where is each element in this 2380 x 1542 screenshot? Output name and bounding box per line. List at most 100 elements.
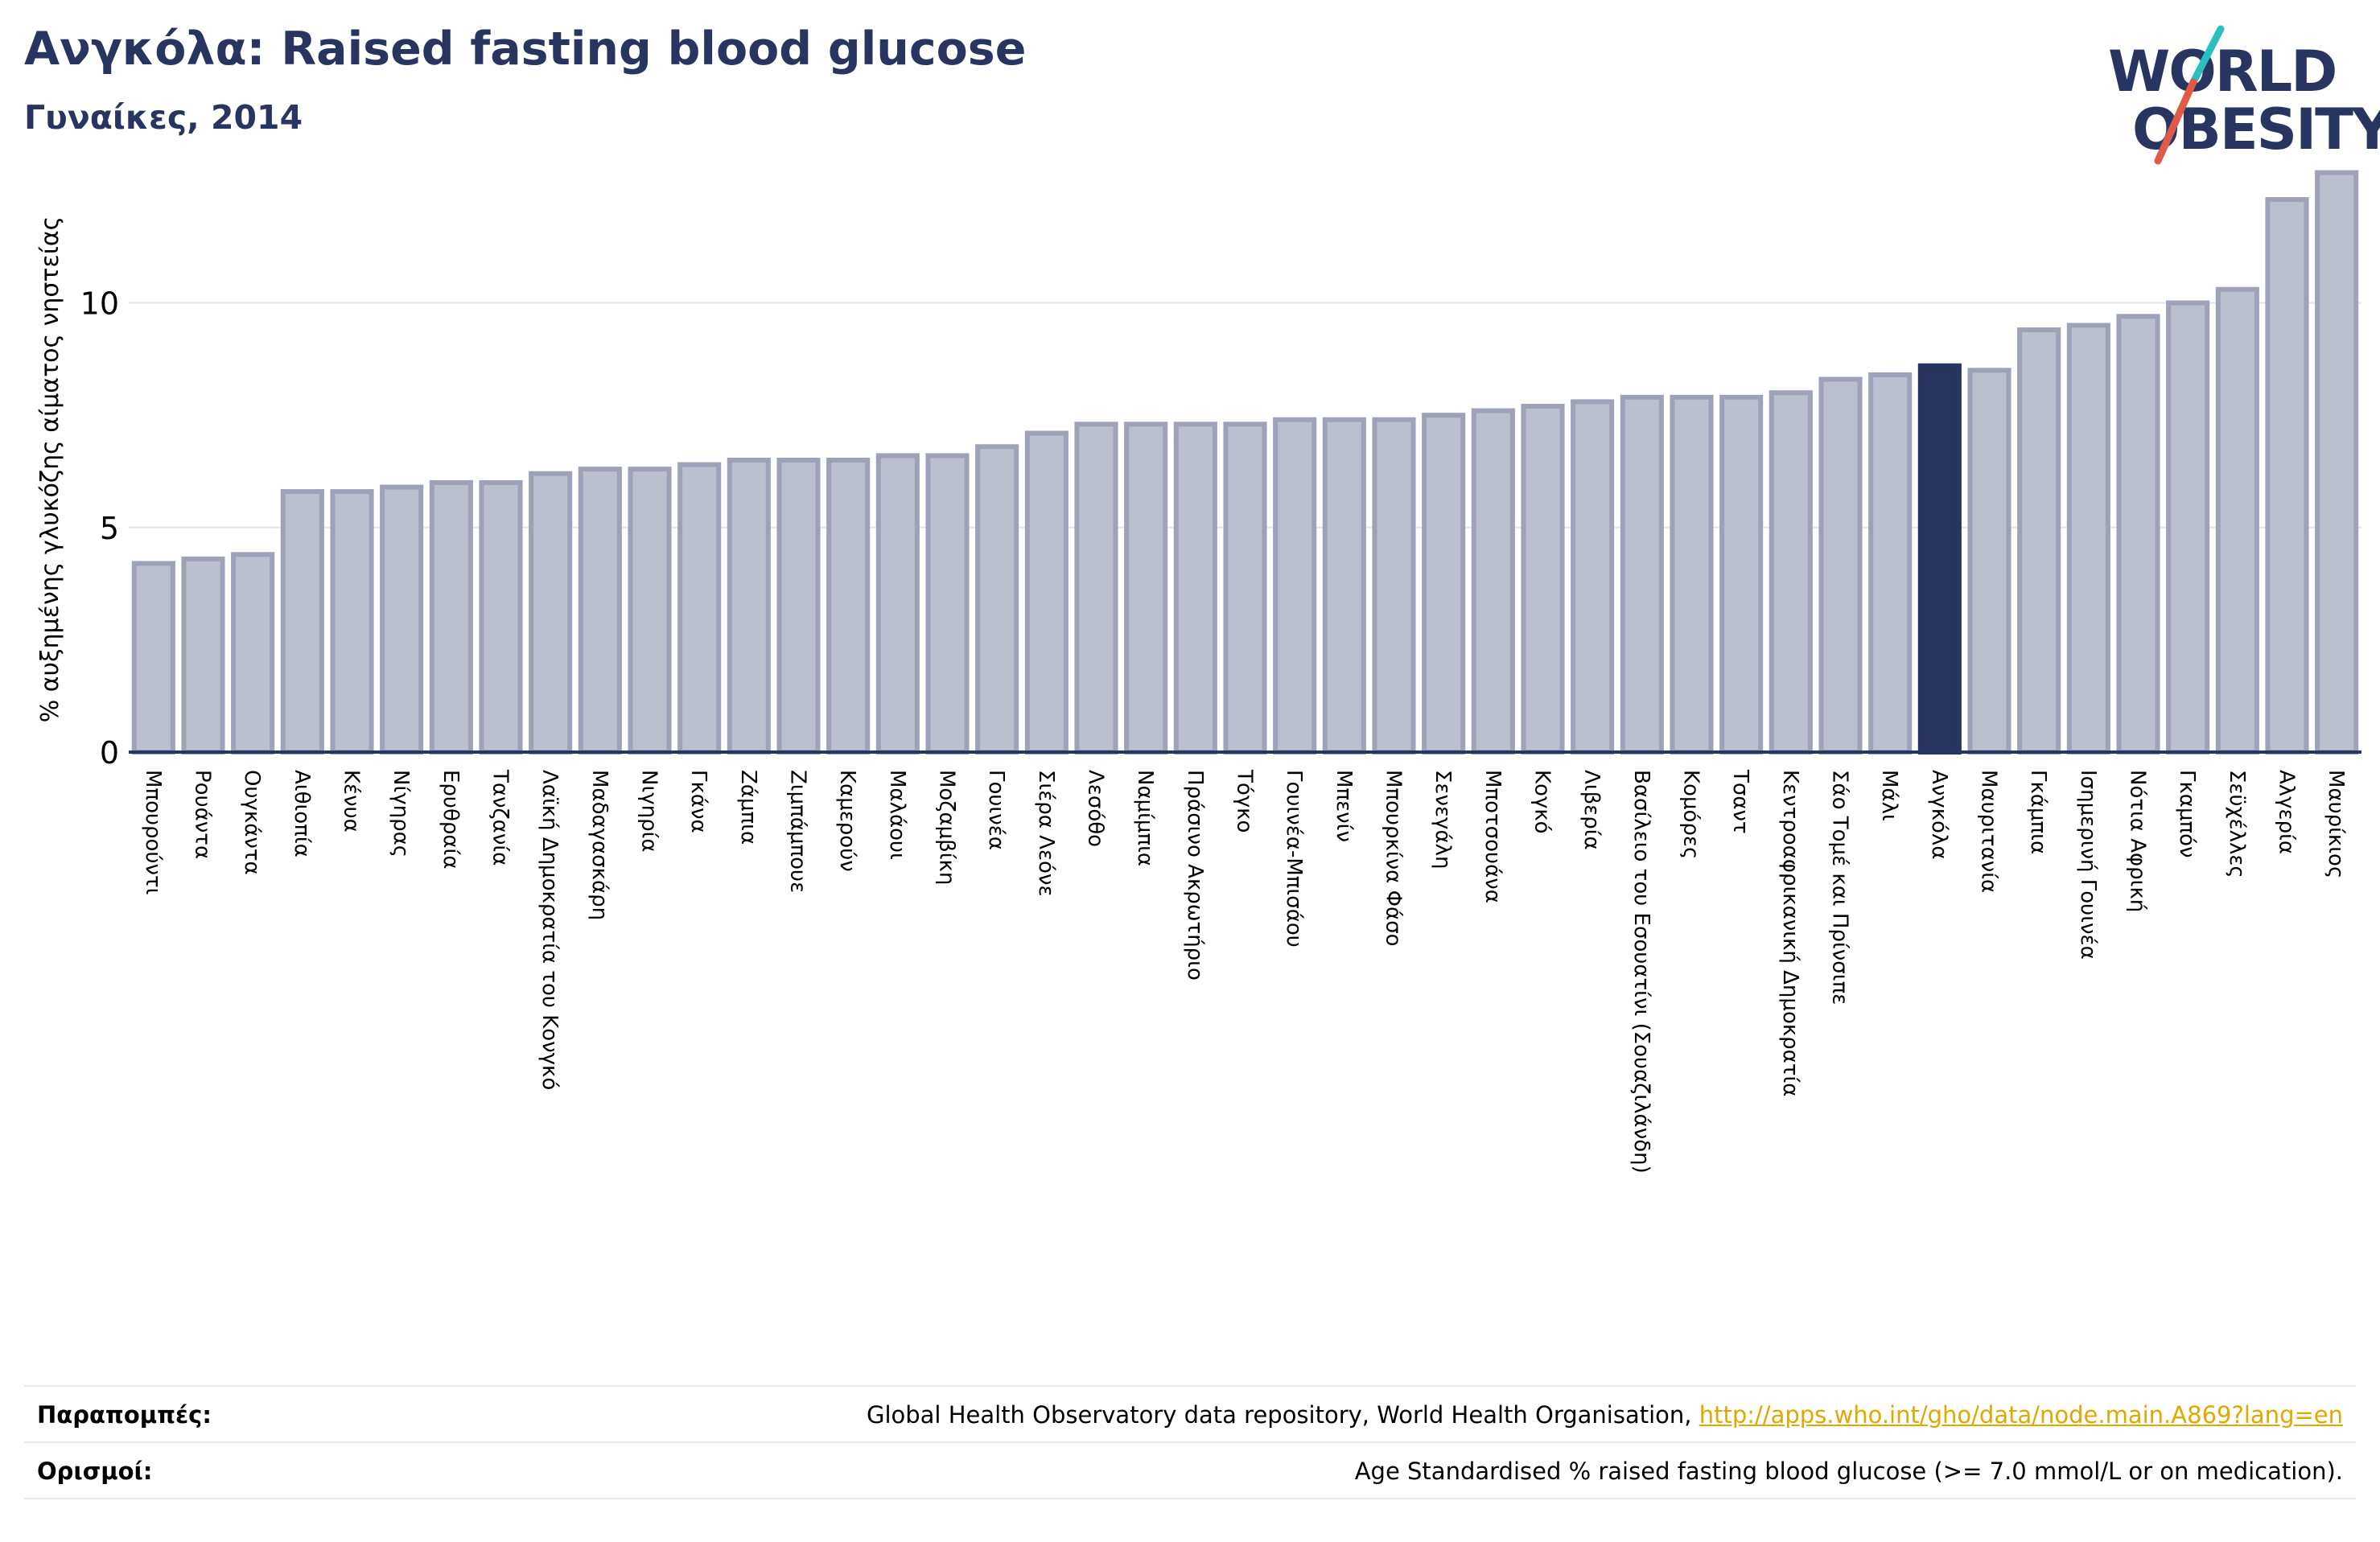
bar <box>131 561 175 755</box>
x-tick-label: Σάο Τομέ και Πρίνσιπε <box>1828 770 1852 1005</box>
x-tick-label: Μπουρκίνα Φάσο <box>1381 770 1406 947</box>
x-tick-label: Σεϋχέλλες <box>2225 770 2249 878</box>
x-tick-label: Κογκό <box>1530 770 1554 834</box>
references-label: Παραπομπές: <box>37 1401 212 1429</box>
x-tick-label: Τόγκο <box>1233 769 1257 833</box>
bar <box>1719 394 1764 755</box>
logo-text-world: WORLD <box>2108 39 2337 105</box>
bar <box>628 467 672 755</box>
x-tick-label: Ναμίμπια <box>1133 770 1157 866</box>
logo-slash-icon <box>2154 25 2225 165</box>
references-value: Global Health Observatory data repositor… <box>867 1401 2343 1429</box>
bar <box>1521 403 1565 755</box>
x-tick-label: Λεσόθο <box>1084 770 1108 847</box>
x-tick-label: Μπουρούντι <box>141 770 165 894</box>
bar <box>1967 368 2011 755</box>
x-tick-label: Μπενίν <box>1332 770 1356 842</box>
bar <box>677 462 722 755</box>
x-tick-label: Λιβερία <box>1579 770 1604 850</box>
x-tick-label: Μποτσουάνα <box>1480 770 1505 903</box>
bar <box>727 458 771 755</box>
bar <box>975 444 1019 755</box>
bar <box>479 479 523 755</box>
bar <box>330 489 374 755</box>
bar <box>1868 372 1913 755</box>
x-tick-label: Νίγηρας <box>389 770 413 857</box>
y-tick-label: 0 <box>100 735 119 771</box>
bar <box>875 453 920 755</box>
x-tick-label: Τσαντ <box>1728 769 1752 834</box>
x-tick-label: Λαϊκή Δημοκρατία του Κονγκό <box>537 770 562 1090</box>
x-tick-label: Πράσινο Ακρωτήριο <box>1183 770 1207 981</box>
x-tick-label: Νιγηρία <box>637 770 661 853</box>
x-tick-label: Ερυθραία <box>439 770 463 869</box>
bar <box>1471 408 1515 755</box>
x-tick-label: Μοζαμβίκη <box>935 770 959 885</box>
x-tick-label: Γουινέα <box>984 770 1008 850</box>
bar <box>1322 417 1366 755</box>
x-tick-label: Ισημερινή Γουινέα <box>2076 770 2100 960</box>
bar-chart: 0 5 10 % αυξημένης γλυκόζης αίματος νηστεία… <box>36 170 2361 1174</box>
bar <box>1173 421 1217 755</box>
world-obesity-logo: WORLD OBESITY <box>2092 23 2380 167</box>
x-tick-label: Κομόρες <box>1679 770 1703 859</box>
definitions-value: Age Standardised % raised fasting blood … <box>1354 1458 2343 1485</box>
chart-title: Ανγκόλα: Raised fasting blood glucose <box>24 23 1027 76</box>
bar <box>2265 197 2309 755</box>
bar <box>1372 417 1416 755</box>
y-tick-label: 10 <box>80 286 119 322</box>
x-tick-label: Αλγερία <box>2275 770 2299 854</box>
bar <box>826 458 871 755</box>
bar <box>380 484 424 755</box>
bar <box>2215 286 2259 755</box>
bar <box>1124 421 1168 755</box>
x-tick-label: Ρουάντα <box>191 770 215 859</box>
bar <box>2166 300 2210 755</box>
chart-subtitle: Γυναίκες, 2014 <box>24 98 303 137</box>
bar <box>1273 417 1317 755</box>
x-tick-label: Σενεγάλη <box>1431 770 1455 869</box>
x-tick-label: Ανγκόλα <box>1927 770 1951 859</box>
bar <box>776 458 821 755</box>
bar <box>529 471 573 755</box>
x-tick-label: Μαδαγασκάρη <box>587 770 611 920</box>
bar <box>2315 170 2359 755</box>
x-tick-label: Νότια Αφρική <box>2126 770 2150 912</box>
bar-highlight <box>1917 363 1962 755</box>
bar <box>2066 323 2110 755</box>
x-tick-label: Ζάμπια <box>736 770 760 845</box>
bar <box>181 556 225 755</box>
x-tick-label: Αιθιοπία <box>290 770 314 857</box>
definitions-row: Ορισμοί: Age Standardised % raised fasti… <box>24 1441 2356 1499</box>
bar <box>2116 314 2160 755</box>
bar <box>1818 376 1863 755</box>
y-tick-label: 5 <box>100 511 119 546</box>
x-tick-label: Μαλάουι <box>885 770 909 860</box>
bar <box>2017 327 2061 755</box>
x-tick-label: Γουινέα-Μπισάου <box>1282 770 1306 948</box>
definitions-label: Ορισμοί: <box>37 1458 153 1485</box>
x-tick-label: Μάλι <box>1877 770 1901 821</box>
bar <box>578 467 622 755</box>
x-tick-label: Γκάνα <box>686 770 710 833</box>
bar <box>280 489 324 755</box>
x-tick-label: Γκάμπια <box>2026 770 2050 854</box>
x-tick-label: Κένυα <box>340 770 364 833</box>
references-text: Global Health Observatory data repositor… <box>866 1401 1699 1429</box>
x-tick-label: Ζιμπάμπουε <box>786 770 810 893</box>
references-link[interactable]: http://apps.who.int/gho/data/node.main.A… <box>1699 1401 2343 1429</box>
bar <box>1769 390 1813 755</box>
bar <box>1074 421 1118 755</box>
bar <box>1024 430 1069 755</box>
bar <box>1670 394 1714 755</box>
bar <box>429 479 473 755</box>
footer-divider <box>24 1498 2356 1499</box>
x-tick-label: Τανζανία <box>488 769 513 866</box>
references-row: Παραπομπές: Global Health Observatory da… <box>24 1385 2356 1443</box>
x-tick-label: Ουγκάντα <box>240 770 264 875</box>
x-tick-label: Μαυρίκιος <box>2324 770 2348 878</box>
y-axis-label: % αυξημένης γλυκόζης αίματος νηστείας <box>36 216 64 722</box>
bar <box>1223 421 1267 755</box>
bar <box>231 552 275 755</box>
bar <box>1571 399 1615 755</box>
